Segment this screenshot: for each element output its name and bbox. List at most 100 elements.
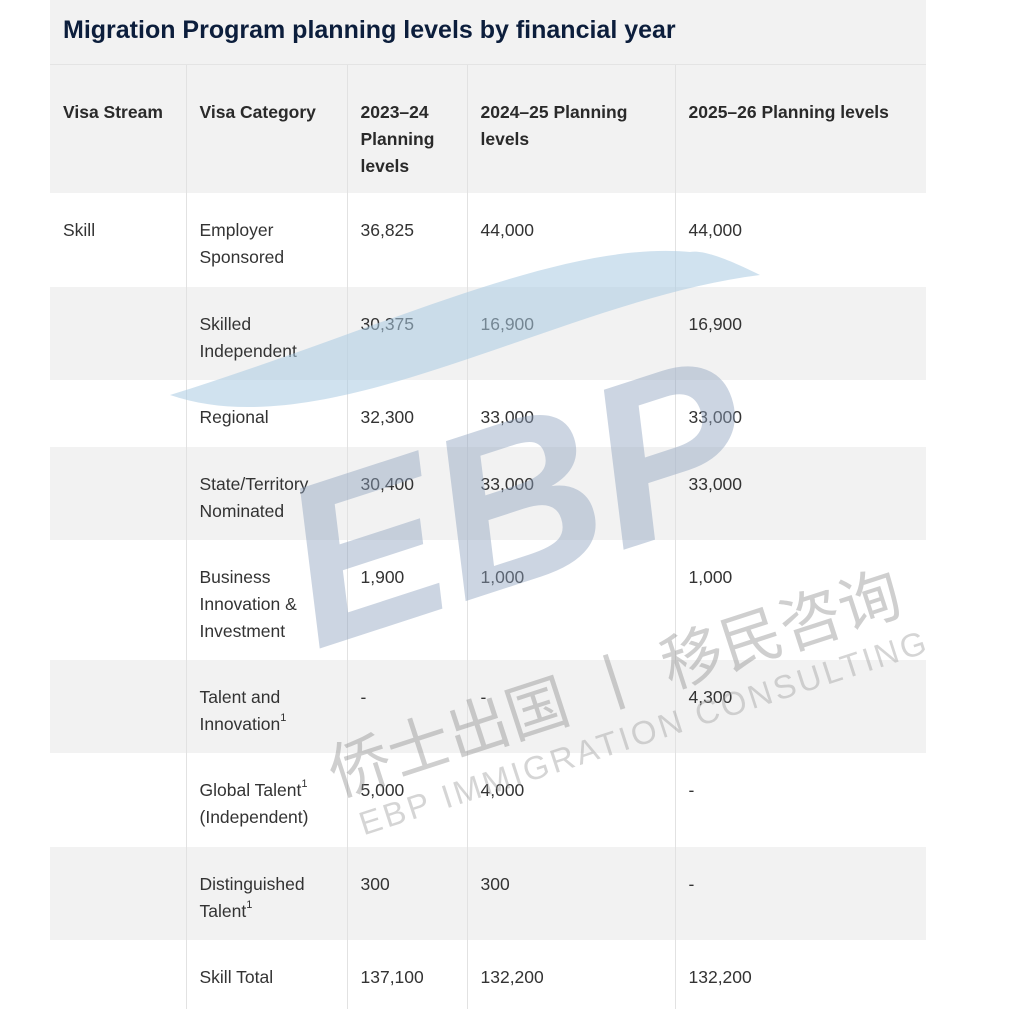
visa-stream-cell-text: Skill [63,220,96,240]
value-2025-26: 33,000 [674,447,926,540]
visa-category-cell-text: Skill Total [199,967,274,987]
value-2025-26: 132,200 [674,940,926,1009]
value-2023-24: 30,375 [346,287,467,380]
value-2025-26-text: 1,000 [688,567,733,587]
value-2024-25-text: - [480,687,487,707]
header-row: Visa Stream Visa Category 2023–24 Planni… [50,65,926,193]
value-2023-24-text: 36,825 [360,220,415,240]
header-2025-26: 2025–26 Planning levels [674,65,926,193]
visa-category-cell: Talent and Innovation1 [185,660,347,753]
visa-category-cell-text: Skilled Independent [199,314,297,361]
value-2024-25-text: 16,900 [480,314,535,334]
value-2024-25: 132,200 [466,940,675,1009]
value-2025-26: 33,000 [674,380,926,447]
visa-stream-cell [50,380,186,447]
visa-stream-cell [50,287,186,380]
visa-stream-cell [50,660,186,753]
value-2024-25-text: 33,000 [480,407,535,427]
value-2024-25-text: 300 [480,874,510,894]
table-row: State/Territory Nominated 30,400 33,000 33,… [50,447,926,540]
value-2023-24: 32,300 [346,380,467,447]
value-2025-26: 44,000 [674,193,926,287]
table-row: Skill Employer Sponsored 36,825 44,000 44,00… [50,193,926,287]
visa-category-cell: State/Territory Nominated [185,447,347,540]
value-2024-25: 33,000 [466,447,675,540]
planning-levels-table-container: Migration Program planning levels by fin… [50,0,926,1009]
value-2025-26-text: 132,200 [688,967,752,987]
visa-category-cell-text: Business Innovation & Investment [199,567,297,641]
table-title: Migration Program planning levels by fin… [50,0,926,65]
value-2023-24-text: 32,300 [360,407,415,427]
visa-stream-cell [50,540,186,660]
value-2025-26-text: 33,000 [688,474,743,494]
visa-stream-cell: Skill [50,193,186,287]
value-2024-25: 1,000 [466,540,675,660]
visa-category-cell-text: Distinguished Talent [199,874,305,921]
value-2023-24-text: 1,900 [360,567,405,587]
visa-category-cell: Business Innovation & Investment [185,540,347,660]
value-2025-26: 16,900 [674,287,926,380]
value-2024-25-text: 132,200 [480,967,544,987]
value-2023-24: 137,100 [346,940,467,1009]
visa-category-cell-text: State/Territory Nominated [199,474,309,521]
table-row: Talent and Innovation1- -4,300 [50,660,926,753]
value-2024-25: 33,000 [466,380,675,447]
value-2023-24-text: 5,000 [360,780,405,800]
value-2025-26: - [674,753,926,847]
table-row: Business Innovation & Investment 1,900 1,0… [50,540,926,660]
value-2023-24-text: 30,400 [360,474,415,494]
value-2025-26: - [674,847,926,940]
visa-category-cell: Employer Sponsored [185,193,347,287]
value-2023-24-text: 300 [360,874,390,894]
visa-category-cell-text: Regional [199,407,269,427]
value-2023-24-text: - [360,687,367,707]
value-2024-25-text: 1,000 [480,567,525,587]
header-visa-category: Visa Category [185,65,347,193]
visa-category-cell-text: Employer Sponsored [199,220,285,267]
value-2024-25: - [466,660,675,753]
visa-stream-cell [50,753,186,847]
value-2025-26: 4,300 [674,660,926,753]
value-2025-26-text: - [688,874,695,894]
value-2023-24-text: 137,100 [360,967,424,987]
value-2024-25: 16,900 [466,287,675,380]
visa-category-cell-text: Global Talent [199,780,302,800]
footnote-marker: 1 [301,778,308,791]
table-row: Skill Total 137,100 132,200 132,200 [50,940,926,1009]
table-row: Global Talent1 (Independent) 5,000 4,000 - [50,753,926,847]
visa-category-cell-text: Talent and Innovation [199,687,281,734]
value-2025-26-text: - [688,780,695,800]
visa-stream-cell [50,940,186,1009]
value-2023-24: 36,825 [346,193,467,287]
visa-category-cell: Regional [185,380,347,447]
visa-stream-cell [50,847,186,940]
value-2023-24-text: 30,375 [360,314,415,334]
table-row: Distinguished Talent1 300 300 - [50,847,926,940]
value-2024-25: 4,000 [466,753,675,847]
value-2023-24: 30,400 [346,447,467,540]
header-2024-25: 2024–25 Planning levels [466,65,675,193]
footnote-marker: 1 [246,899,253,912]
visa-category-cell: Skill Total [185,940,347,1009]
value-2025-26-text: 16,900 [688,314,743,334]
value-2024-25-text: 33,000 [480,474,535,494]
table-row: Regional 32,300 33,000 33,000 [50,380,926,447]
footnote-marker: 1 [280,712,287,725]
value-2025-26-text: 33,000 [688,407,743,427]
value-2023-24: - [346,660,467,753]
value-2024-25: 300 [466,847,675,940]
value-2024-25-text: 44,000 [480,220,535,240]
visa-category-cell: Distinguished Talent1 [185,847,347,940]
value-2025-26-text: 4,300 [688,687,733,707]
visa-category-suffix: (Independent) [199,807,309,827]
visa-category-cell: Skilled Independent [185,287,347,380]
visa-category-cell: Global Talent1 (Independent) [185,753,347,847]
visa-stream-cell [50,447,186,540]
value-2025-26: 1,000 [674,540,926,660]
value-2023-24: 5,000 [346,753,467,847]
header-2023-24: 2023–24 Planning levels [346,65,467,193]
value-2023-24: 1,900 [346,540,467,660]
planning-levels-table: Visa Stream Visa Category 2023–24 Planni… [50,65,926,1009]
value-2024-25-text: 4,000 [480,780,525,800]
value-2025-26-text: 44,000 [688,220,743,240]
